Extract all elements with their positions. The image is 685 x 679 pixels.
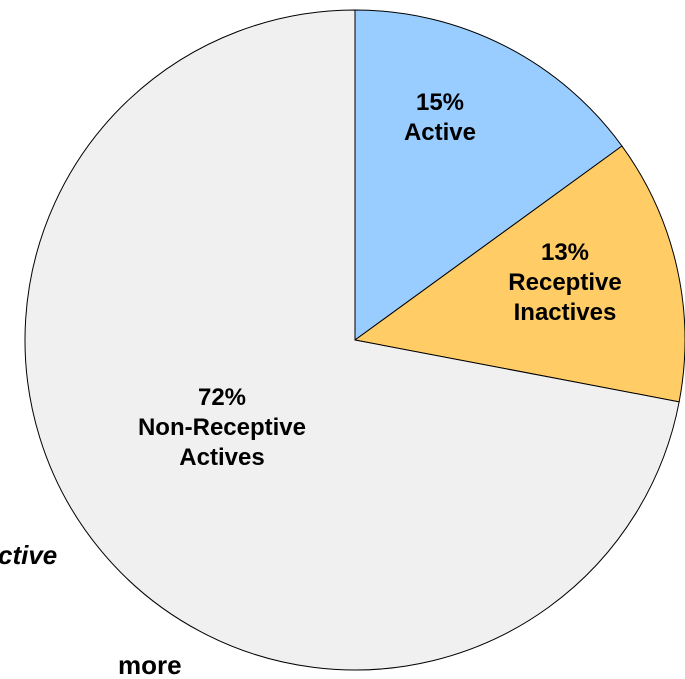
- pie-slice: [353, 145, 685, 403]
- pie-slice: [24, 9, 680, 671]
- category-label: Active: [403, 119, 477, 146]
- annotation: ctive: [0, 540, 58, 570]
- slice-label: 72% Non-Receptive Actives: [127, 383, 317, 473]
- category-label: Non-Receptive Actives: [137, 414, 307, 471]
- slice-label: 15% Active: [380, 88, 500, 148]
- value-label: 13%: [540, 239, 590, 266]
- slice-label: 13% Receptive Inactives: [490, 238, 640, 328]
- value-label: 15%: [415, 89, 465, 116]
- value-label: 72%: [197, 384, 247, 411]
- pie-slice: [354, 9, 623, 341]
- category-label: Receptive Inactives: [508, 269, 622, 326]
- annotation: more: [118, 650, 182, 679]
